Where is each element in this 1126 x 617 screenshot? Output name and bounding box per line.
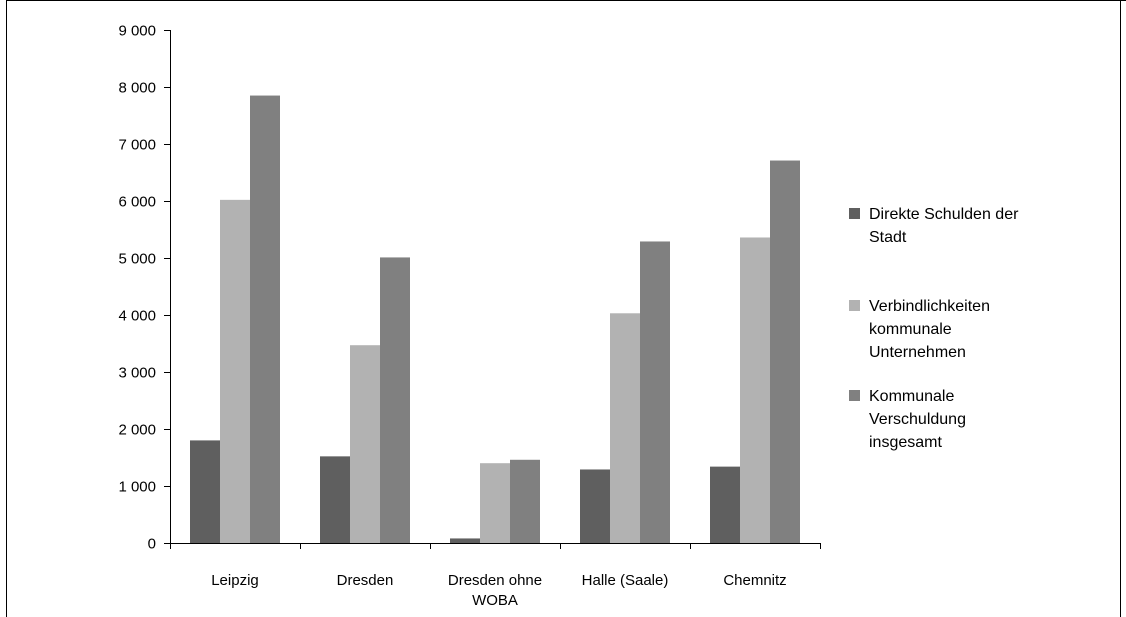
bar-series-1 (580, 469, 610, 543)
y-tick-label: 5 000 (118, 251, 156, 268)
legend-label: Kommunale (869, 388, 954, 405)
bar-series-1 (320, 456, 350, 543)
y-tick-label: 0 (148, 536, 156, 553)
legend-label: Verbindlichkeiten (869, 298, 990, 315)
legend-label: Direkte Schulden der (869, 206, 1019, 223)
bar-series-3 (250, 95, 280, 544)
bar-series-3 (510, 459, 540, 543)
legend-label: Unternehmen (869, 344, 966, 361)
legend-label: insgesamt (869, 434, 942, 451)
y-tick-label: 4 000 (118, 308, 156, 325)
y-tick-label: 8 000 (118, 80, 156, 97)
legend-label: Stadt (869, 229, 907, 246)
y-tick-label: 7 000 (118, 137, 156, 154)
bar-series-3 (640, 241, 670, 543)
x-category-label: Dresden ohne (448, 572, 542, 589)
x-category-label: Dresden (337, 572, 394, 589)
bar-series-3 (770, 160, 800, 543)
y-tick-label: 2 000 (118, 422, 156, 439)
bar-series-1 (450, 538, 480, 543)
x-category-label: Halle (Saale) (582, 572, 669, 589)
x-category-label: Chemnitz (723, 572, 786, 589)
bar-series-2 (350, 345, 380, 543)
y-tick-label: 6 000 (118, 194, 156, 211)
legend-swatch (849, 300, 860, 311)
bar-series-2 (610, 313, 640, 543)
legend-label: kommunale (869, 321, 952, 338)
bar-series-3 (380, 257, 410, 543)
x-category-label: Leipzig (211, 572, 259, 589)
legend-swatch (849, 208, 860, 219)
y-axis: 0 1 000 2 000 3 000 4 000 5 000 6 000 7 000 8 00… (118, 23, 171, 553)
legend-label: Verschuldung (869, 411, 966, 428)
y-tick-label: 3 000 (118, 365, 156, 382)
bars (190, 95, 800, 544)
bar-series-1 (710, 466, 740, 543)
y-tick-label: 9 000 (118, 23, 156, 40)
bar-series-1 (190, 440, 220, 543)
y-tick-label: 1 000 (118, 479, 156, 496)
legend: Direkte Schulden der Stadt Verbindlichkeit… (849, 206, 1019, 451)
bar-series-2 (740, 237, 770, 544)
x-category-label: WOBA (472, 592, 518, 609)
bar-series-2 (220, 199, 250, 544)
legend-swatch (849, 390, 860, 401)
bar-series-2 (480, 463, 510, 543)
x-axis: Leipzig Dresden Dresden ohne WOBA Halle (Saa… (170, 543, 821, 609)
